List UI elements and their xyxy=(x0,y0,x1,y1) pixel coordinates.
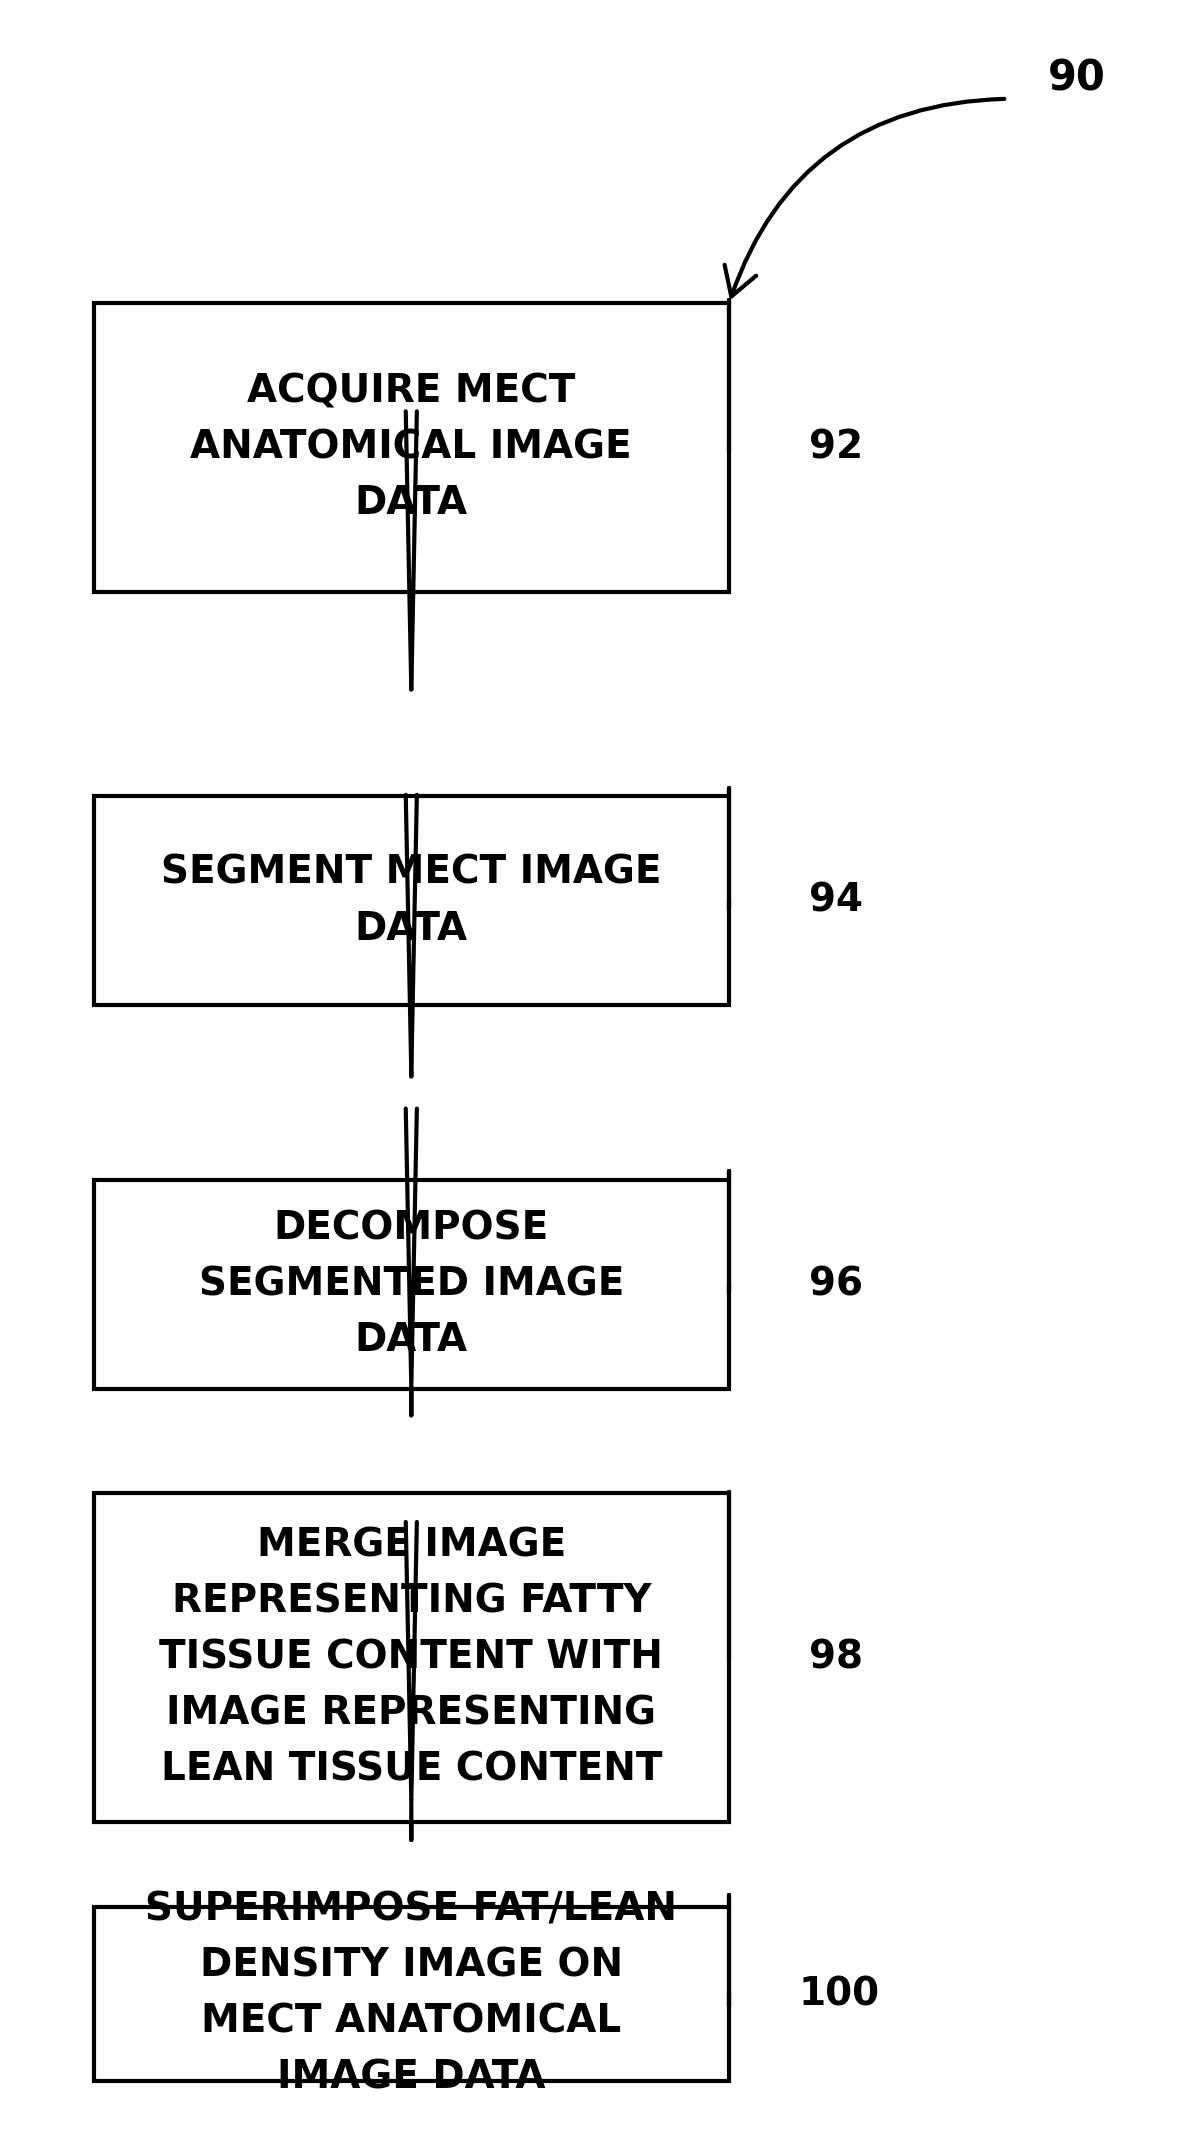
Text: SEGMENT MECT IMAGE
DATA: SEGMENT MECT IMAGE DATA xyxy=(161,854,662,948)
Text: SUPERIMPOSE FAT/LEAN
DENSITY IMAGE ON
MECT ANATOMICAL
IMAGE DATA: SUPERIMPOSE FAT/LEAN DENSITY IMAGE ON ME… xyxy=(146,1892,678,2097)
Text: DECOMPOSE
SEGMENTED IMAGE
DATA: DECOMPOSE SEGMENTED IMAGE DATA xyxy=(198,1208,624,1360)
Text: ACQUIRE MECT
ANATOMICAL IMAGE
DATA: ACQUIRE MECT ANATOMICAL IMAGE DATA xyxy=(191,371,632,523)
Text: 90: 90 xyxy=(1047,58,1106,100)
Text: MERGE IMAGE
REPRESENTING FATTY
TISSUE CONTENT WITH
IMAGE REPRESENTING
LEAN TISSU: MERGE IMAGE REPRESENTING FATTY TISSUE CO… xyxy=(160,1527,663,1789)
Text: 92: 92 xyxy=(809,429,863,465)
Text: 100: 100 xyxy=(798,1975,879,2013)
Bar xyxy=(93,303,729,591)
Text: 96: 96 xyxy=(809,1266,863,1302)
Bar xyxy=(93,796,729,1006)
Text: 94: 94 xyxy=(809,882,863,920)
FancyArrowPatch shape xyxy=(724,98,1005,297)
Bar xyxy=(93,1492,729,1821)
Bar xyxy=(93,1179,729,1388)
Bar xyxy=(93,1907,729,2082)
Text: 98: 98 xyxy=(809,1640,863,1676)
